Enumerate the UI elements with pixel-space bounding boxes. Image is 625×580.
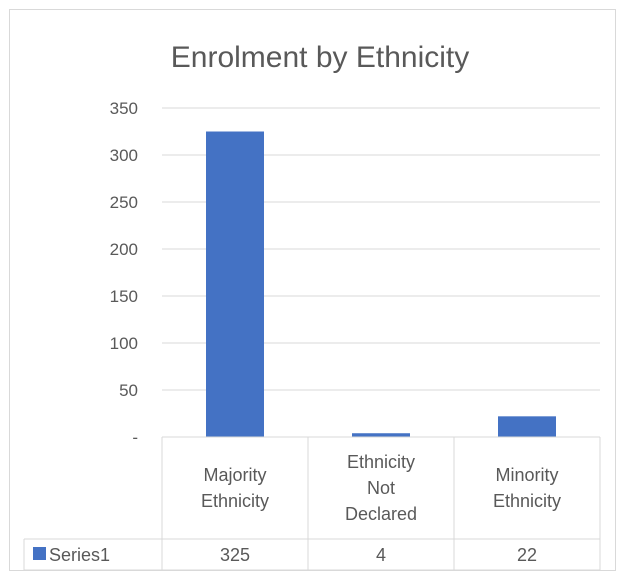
category-label: Ethnicity Not Declared	[345, 452, 417, 524]
data-table: Majority Ethnicity Ethnicity Not Declared Min…	[23, 436, 601, 571]
bar	[498, 416, 556, 437]
series-name: Series1	[49, 545, 110, 565]
bars	[206, 131, 556, 437]
legend-key	[33, 547, 46, 560]
y-tick-label: -	[132, 428, 138, 447]
chart-title: Enrolment by Ethnicity	[171, 41, 469, 74]
bar	[206, 131, 264, 437]
table-value: 325	[220, 545, 250, 565]
y-tick-label: 250	[110, 193, 138, 212]
y-tick-label: 200	[110, 240, 138, 259]
category-label: Minority Ethnicity	[493, 465, 561, 511]
y-tick-label: 100	[110, 334, 138, 353]
y-axis-ticks: - 50 100 150 200 250 300 350	[110, 99, 138, 447]
y-tick-label: 300	[110, 146, 138, 165]
y-tick-label: 150	[110, 287, 138, 306]
table-value: 22	[517, 545, 537, 565]
table-value: 4	[376, 545, 386, 565]
category-label: Majority Ethnicity	[201, 465, 269, 511]
y-tick-label: 350	[110, 99, 138, 118]
y-tick-label: 50	[119, 381, 138, 400]
chart-frame	[9, 9, 616, 571]
bar	[352, 433, 410, 437]
